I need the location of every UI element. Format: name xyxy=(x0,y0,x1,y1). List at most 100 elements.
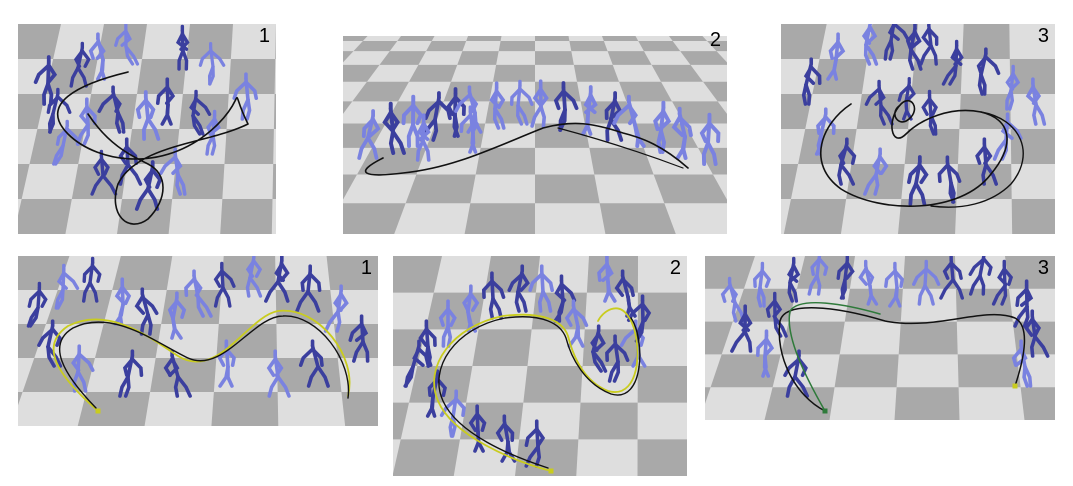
floor-tile xyxy=(137,59,187,94)
floor-tile xyxy=(812,59,868,94)
skeleton-figure xyxy=(1025,77,1047,126)
floor-tile xyxy=(1009,59,1055,94)
floor-tile xyxy=(18,256,70,290)
floor-tile xyxy=(764,387,835,420)
floor-tile xyxy=(426,40,467,52)
scene-bottom-1 xyxy=(18,256,378,426)
skeleton-figure xyxy=(266,349,291,398)
floor-tile xyxy=(535,123,590,148)
floor-tile xyxy=(957,354,1021,388)
floor-tile xyxy=(179,94,229,129)
floor-tile xyxy=(475,147,535,175)
floor-tile xyxy=(94,324,162,358)
floor-tile xyxy=(607,51,652,65)
skeleton-figure xyxy=(614,269,637,318)
skeleton-figure xyxy=(1024,309,1050,358)
skeleton-figure xyxy=(836,256,855,300)
floor-tile xyxy=(343,36,368,41)
trajectory-path-result xyxy=(438,316,641,469)
floor-tile xyxy=(18,94,46,129)
skeleton-figure xyxy=(357,109,381,160)
floor-tile xyxy=(535,36,570,41)
skeleton-figure xyxy=(861,24,879,66)
floor-tile xyxy=(703,81,727,102)
floor-tile xyxy=(341,392,378,426)
skeleton-figure xyxy=(883,24,910,61)
skeleton-figure xyxy=(468,404,487,453)
skeleton-figure xyxy=(699,112,721,166)
panel-number: 3 xyxy=(1037,25,1049,47)
skeleton-figure xyxy=(1013,279,1034,328)
floor-tile xyxy=(405,174,476,204)
skeleton-figure xyxy=(113,277,132,326)
path-start-marker xyxy=(548,468,554,474)
floor-tile xyxy=(498,40,535,52)
floor-tile xyxy=(898,321,958,355)
floor-tile xyxy=(844,288,903,322)
floor-tile xyxy=(619,81,672,102)
floor-tile xyxy=(637,366,687,403)
skeleton-figure xyxy=(184,269,213,318)
skeleton-figure xyxy=(163,349,192,398)
skeleton-figure xyxy=(425,369,447,418)
skeleton-figure xyxy=(155,77,176,126)
skeleton-figure xyxy=(298,339,330,388)
floor-tile xyxy=(601,36,639,41)
skeleton-figure xyxy=(198,42,226,86)
floor-tile xyxy=(894,387,960,420)
floor-tile xyxy=(492,64,535,82)
trajectory-path-secondary xyxy=(557,127,684,169)
floor-tile xyxy=(1011,199,1055,234)
skeleton-figure xyxy=(69,41,91,88)
floor-tile xyxy=(599,203,676,234)
skeleton-figure xyxy=(528,264,554,313)
skeleton-figure xyxy=(907,155,929,206)
skeleton-figure xyxy=(612,94,646,148)
panel-bottom-1: 1 xyxy=(18,256,378,426)
floor-tile xyxy=(97,24,147,59)
skeleton-figure xyxy=(90,149,118,196)
skeleton-figure xyxy=(507,264,530,313)
floor-tile xyxy=(464,203,535,234)
floor-tile xyxy=(569,40,608,52)
floor-tile xyxy=(393,439,460,476)
floor-tile xyxy=(523,366,583,403)
skeleton-figure xyxy=(564,299,589,348)
skeleton-figure xyxy=(118,349,144,398)
panel-top-3: 3 xyxy=(781,24,1055,234)
trajectory-path-result xyxy=(778,307,1026,412)
skeleton-figure xyxy=(489,81,506,130)
skeleton-figure xyxy=(509,79,534,126)
skeleton-figure xyxy=(837,137,857,186)
skeleton-figure xyxy=(597,256,617,303)
skeleton-figure xyxy=(438,299,457,348)
skeleton-figure xyxy=(213,261,236,308)
floor-tile xyxy=(1020,387,1055,420)
floor-tile xyxy=(18,24,61,59)
skeleton-figure xyxy=(939,256,964,300)
floor-tile xyxy=(1005,256,1055,289)
trajectory-path-alternate xyxy=(788,302,881,412)
floor-tile xyxy=(275,24,276,59)
floor-tile xyxy=(472,329,532,366)
floor-tile xyxy=(220,199,273,234)
floor-background xyxy=(705,256,1055,420)
sky xyxy=(343,28,727,36)
skeleton-figure xyxy=(864,79,894,126)
floor-tile xyxy=(186,24,233,59)
floor-tile xyxy=(272,164,276,199)
panel-number: 3 xyxy=(1037,257,1049,279)
skeleton-figure xyxy=(921,89,938,136)
skeleton-figure xyxy=(605,334,630,383)
skeleton-figure xyxy=(976,47,1001,96)
floor-tile xyxy=(671,101,727,124)
floor-tile xyxy=(397,36,435,41)
floor-tile xyxy=(18,164,30,199)
skeleton-figure xyxy=(765,291,788,338)
skeleton-figure xyxy=(232,72,259,121)
floor-tile xyxy=(638,40,681,52)
skeleton-figure xyxy=(54,263,80,310)
skeleton-figure xyxy=(88,32,107,81)
skeleton-figure xyxy=(46,87,72,134)
floor-tile xyxy=(353,40,398,52)
